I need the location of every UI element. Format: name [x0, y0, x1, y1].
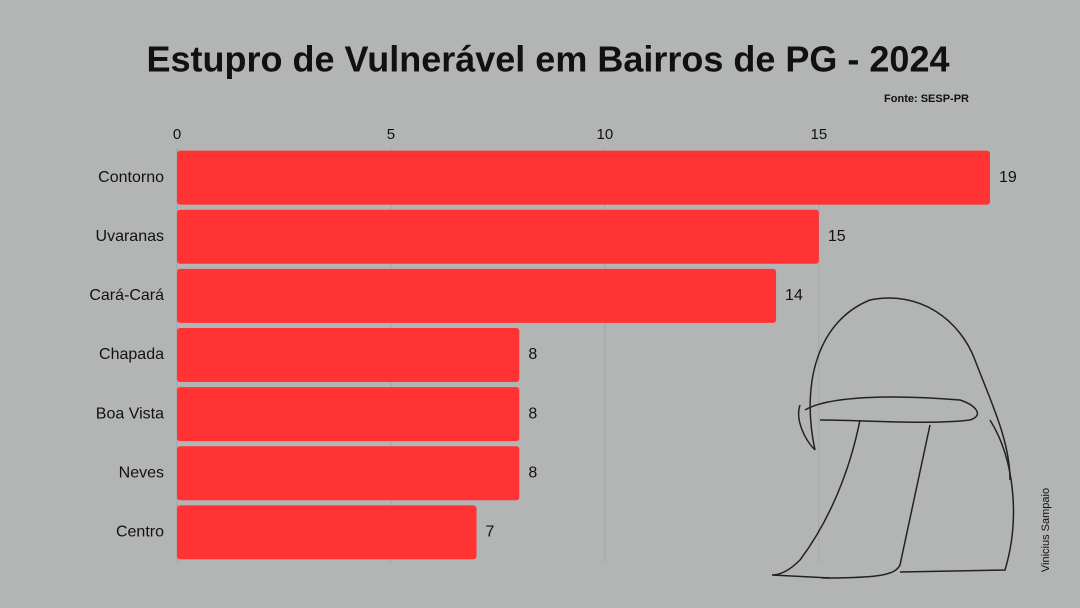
bar	[177, 446, 520, 501]
bar	[177, 209, 819, 264]
y-tick-label: Cará-Cará	[89, 287, 164, 304]
illustration	[771, 297, 1015, 579]
y-tick-label: Neves	[119, 465, 164, 482]
y-tick-label: Boa Vista	[96, 405, 164, 422]
value-label: 8	[528, 346, 537, 363]
y-tick-label: Centro	[116, 524, 164, 541]
y-tick-label: Chapada	[99, 346, 164, 363]
source: Fonte: SESP-PR	[884, 93, 969, 105]
bar	[177, 387, 520, 442]
x-tick-label: 10	[597, 126, 614, 143]
value-label: 8	[528, 405, 537, 422]
value-label: 14	[785, 287, 803, 304]
bar	[177, 328, 520, 382]
y-tick-label: Contorno	[98, 169, 164, 186]
value-label: 8	[528, 465, 537, 482]
x-tick-label: 15	[810, 126, 827, 143]
credit: Vinicius Sampaio	[1040, 488, 1052, 572]
value-label: 7	[486, 524, 495, 541]
y-tick-label: Uvaranas	[96, 228, 164, 245]
bar	[177, 505, 477, 560]
x-tick-label: 0	[173, 126, 181, 143]
bar	[177, 268, 777, 323]
bar	[177, 150, 990, 205]
x-tick-label: 5	[387, 126, 395, 143]
value-label: 15	[828, 228, 846, 245]
chart-title: Estupro de Vulnerável em Bairros de PG -…	[147, 39, 950, 80]
value-label: 19	[999, 169, 1017, 186]
